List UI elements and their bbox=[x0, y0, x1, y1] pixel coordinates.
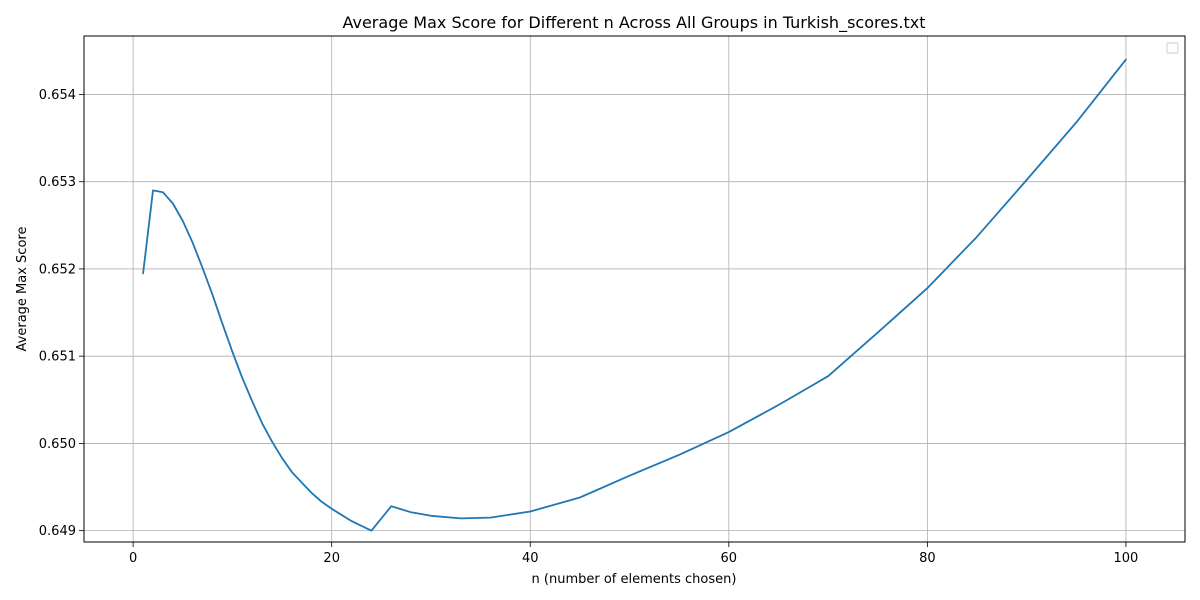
legend-box bbox=[1166, 42, 1179, 54]
x-tick-label: 60 bbox=[721, 551, 738, 566]
chart-title: Average Max Score for Different n Across… bbox=[342, 13, 925, 33]
x-tick-label: 20 bbox=[323, 551, 340, 566]
y-tick-label: 0.651 bbox=[39, 350, 76, 365]
y-tick-label: 0.653 bbox=[39, 175, 76, 190]
series-line bbox=[142, 58, 1127, 532]
series-layer bbox=[142, 58, 1127, 532]
y-tick-label: 0.649 bbox=[39, 524, 76, 539]
x-tick-label: 0 bbox=[129, 551, 137, 566]
plot-area-frame bbox=[83, 35, 1186, 543]
x-tick-label: 80 bbox=[919, 551, 936, 566]
y-tick-label: 0.650 bbox=[39, 437, 76, 452]
y-tick-label: 0.654 bbox=[39, 88, 76, 103]
x-tick-label: 100 bbox=[1114, 551, 1139, 566]
x-axis-label: n (number of elements chosen) bbox=[532, 572, 737, 587]
x-tick-label: 40 bbox=[522, 551, 539, 566]
y-tick-label: 0.652 bbox=[39, 262, 76, 277]
y-axis-ticks: 0.649 0.650 0.651 0.652 0.653 0.654 bbox=[39, 88, 84, 539]
x-axis-ticks: 0 20 40 60 80 100 bbox=[129, 542, 1138, 566]
y-axis-label: Average Max Score bbox=[15, 227, 30, 352]
